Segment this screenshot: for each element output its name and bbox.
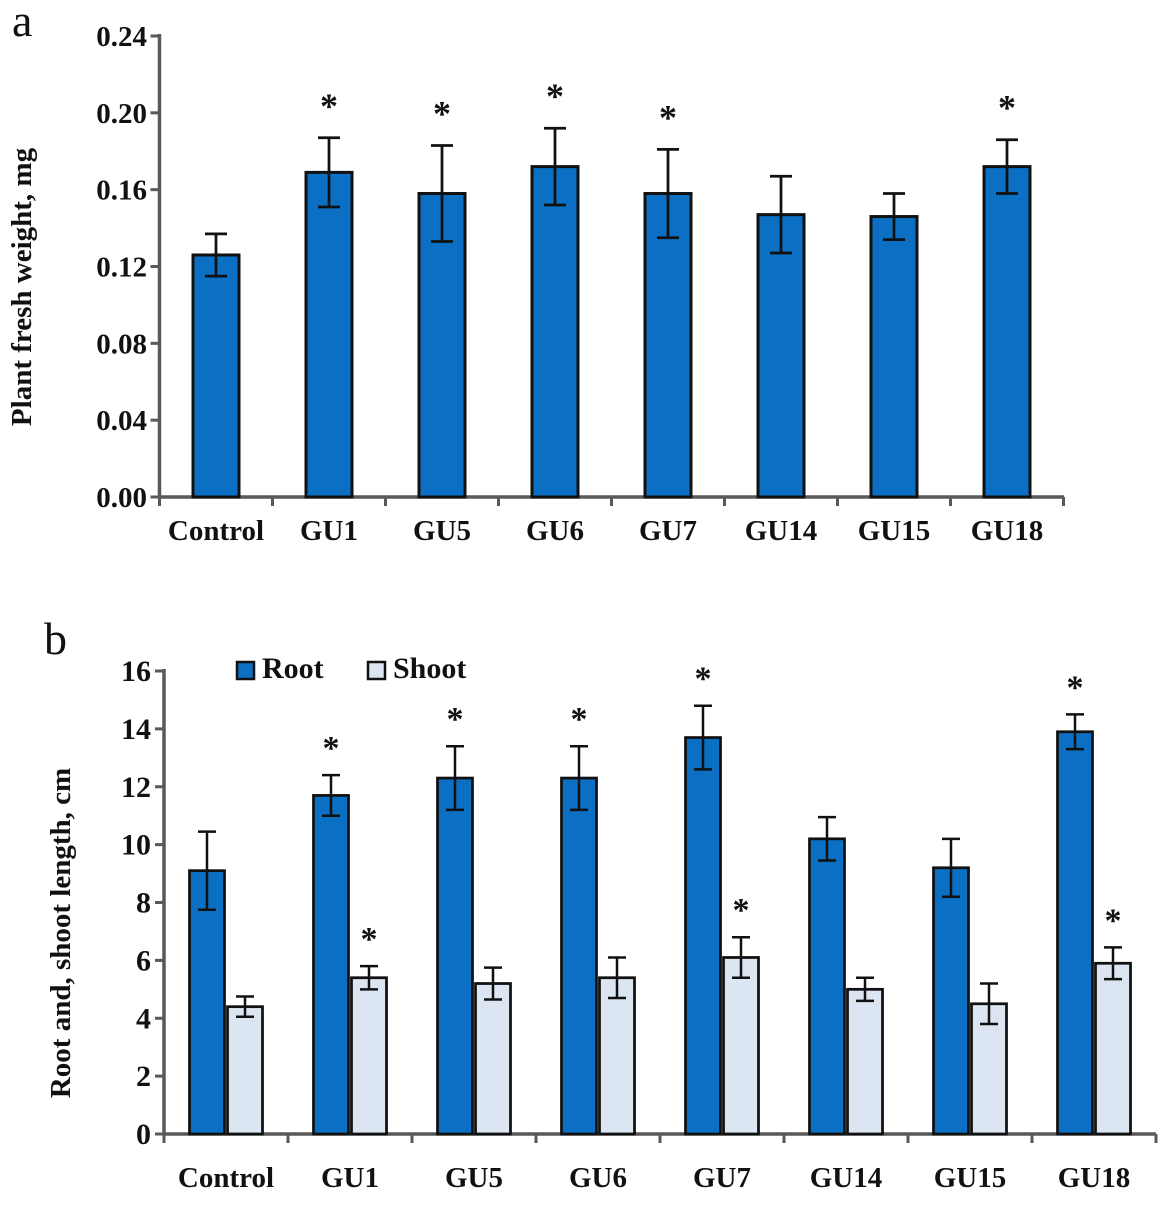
significance-star: *	[447, 701, 464, 738]
category-label: GU5	[413, 515, 471, 547]
category-label: GU14	[745, 515, 818, 547]
significance-star: *	[320, 86, 338, 126]
y-tick-label: 0.12	[96, 252, 147, 284]
panel-b-letter: b	[44, 613, 67, 664]
plant fresh weight-bar	[756, 213, 806, 499]
legend-label-shoot: Shoot	[393, 652, 466, 685]
y-tick-label: 0.20	[96, 98, 147, 130]
y-tick-label: 0.16	[96, 175, 147, 207]
y-tick-label: 0.08	[96, 328, 147, 360]
plant fresh weight-bar	[191, 253, 241, 499]
panel-a-plot: 0.00 0.04 0.08 0.12 0.16 0.20 0.24 Control GU1 * G…	[96, 21, 1065, 547]
y-tick-label: 2	[136, 1060, 151, 1093]
y-tick-label: 0.24	[96, 21, 147, 53]
shoot-bar	[970, 1002, 1008, 1136]
shoot-bar	[722, 956, 760, 1136]
category-label: GU5	[445, 1162, 503, 1194]
y-tick-label: 14	[121, 713, 151, 746]
y-tick-label: 0	[136, 1118, 151, 1151]
category-label: GU14	[810, 1162, 883, 1194]
category-label: GU18	[971, 515, 1044, 547]
root-bar	[560, 776, 598, 1136]
category-label: GU1	[321, 1162, 379, 1194]
shoot-bar	[226, 1005, 264, 1136]
plant fresh weight-bar	[643, 192, 693, 499]
plant fresh weight-bar	[530, 165, 580, 499]
category-label: GU7	[693, 1162, 751, 1194]
shoot-bar	[350, 976, 388, 1136]
significance-star: *	[361, 921, 378, 958]
significance-star: *	[433, 93, 451, 133]
category-label: GU15	[858, 515, 931, 547]
plant fresh weight-bar	[304, 170, 354, 499]
root-bar	[1056, 730, 1094, 1136]
significance-star: *	[659, 97, 677, 137]
significance-star: *	[695, 661, 712, 698]
significance-star: *	[733, 892, 750, 929]
y-tick-label: 0.00	[96, 482, 147, 514]
y-tick-label: 0.04	[96, 405, 147, 437]
category-label: GU15	[934, 1162, 1007, 1194]
root-bar	[436, 776, 474, 1136]
y-tick-label: 16	[121, 655, 151, 688]
legend-swatch-root	[235, 660, 256, 681]
shoot-bar	[474, 982, 512, 1136]
root-bar	[312, 794, 350, 1136]
panel-b-plot: 0 2 4 6 8 10 12 14 16 Control GU1 * * GU5 * GU6 * GU7 * * GU…	[121, 652, 1158, 1194]
plant fresh weight-bar	[417, 192, 467, 499]
category-label: Control	[168, 515, 264, 547]
plant fresh weight-bar	[982, 165, 1032, 499]
category-label: GU6	[526, 515, 584, 547]
category-label: GU18	[1058, 1162, 1131, 1194]
panel-b-y-axis-title: Root and, shoot length, cm	[45, 768, 77, 1098]
panel-a-y-axis-title: Plant fresh weight, mg	[6, 147, 38, 426]
significance-star: *	[1105, 902, 1122, 939]
y-tick-label: 4	[136, 1002, 151, 1035]
panel-a-letter: a	[12, 0, 32, 46]
shoot-bar	[598, 976, 636, 1136]
legend-label-root: Root	[262, 652, 324, 685]
category-label: GU1	[300, 515, 358, 547]
y-tick-label: 8	[136, 887, 151, 920]
category-label: GU7	[639, 515, 697, 547]
significance-star: *	[998, 88, 1016, 128]
significance-star: *	[323, 730, 340, 767]
shoot-bar	[1094, 961, 1132, 1136]
category-label: Control	[178, 1162, 274, 1194]
significance-star: *	[1067, 669, 1084, 706]
root-bar	[808, 837, 846, 1136]
category-label: GU6	[569, 1162, 627, 1194]
legend-swatch-shoot	[366, 660, 387, 681]
shoot-bar	[846, 987, 884, 1136]
plant fresh weight-bar	[869, 215, 919, 499]
y-tick-label: 10	[121, 829, 151, 862]
y-tick-label: 12	[121, 771, 151, 804]
root-bar	[932, 866, 970, 1136]
root-bar	[684, 736, 722, 1136]
significance-star: *	[571, 701, 588, 738]
significance-star: *	[546, 76, 564, 116]
y-tick-label: 6	[136, 944, 151, 977]
